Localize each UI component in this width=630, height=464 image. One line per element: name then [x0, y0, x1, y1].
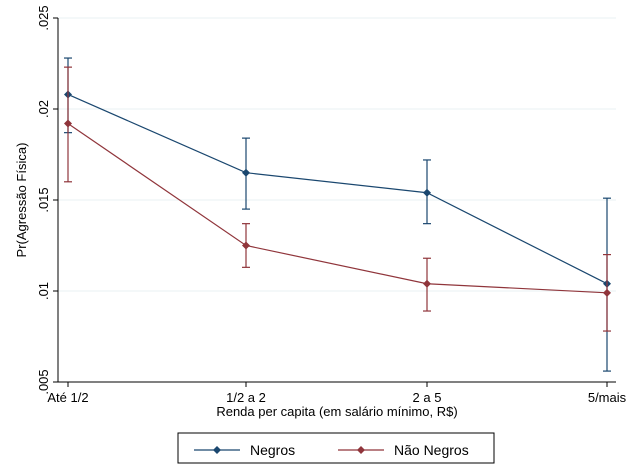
y-tick-label: .01	[36, 282, 51, 300]
x-tick-label: 5/mais	[588, 390, 627, 405]
data-point	[64, 119, 72, 128]
series-line	[67, 93, 608, 285]
data-point	[423, 188, 431, 197]
y-tick-label: .025	[36, 5, 51, 30]
x-axis-title: Renda per capita (em salário mínimo, R$)	[216, 404, 457, 419]
data-point	[603, 288, 611, 297]
x-tick-label: 2 a 5	[413, 390, 442, 405]
y-ticks: .005 .01 .015 .02 .025	[36, 5, 58, 395]
data-point	[242, 241, 250, 250]
y-tick-label: .005	[36, 369, 51, 394]
legend-marker	[357, 446, 365, 454]
data-point	[242, 168, 250, 177]
x-tick-label: 1/2 a 2	[226, 390, 266, 405]
x-ticks: Até 1/2 1/2 a 2 2 a 5 5/mais	[47, 382, 627, 405]
y-tick-label: .015	[36, 187, 51, 212]
legend-marker	[213, 446, 221, 454]
series	[64, 57, 611, 372]
data-point	[423, 279, 431, 288]
x-tick-label: Até 1/2	[47, 390, 88, 405]
y-tick-label: .02	[36, 100, 51, 118]
series-negros	[64, 57, 611, 372]
legend-box	[177, 432, 495, 464]
legend-label: Negros	[250, 442, 295, 458]
grid-lines	[58, 17, 616, 383]
legend-label: Não Negros	[394, 442, 469, 458]
series-n-o-negros	[64, 66, 611, 332]
series-line	[67, 123, 608, 294]
legend: Negros Não Negros	[177, 432, 495, 464]
y-axis-title: Pr(Agressão Física)	[14, 143, 29, 258]
